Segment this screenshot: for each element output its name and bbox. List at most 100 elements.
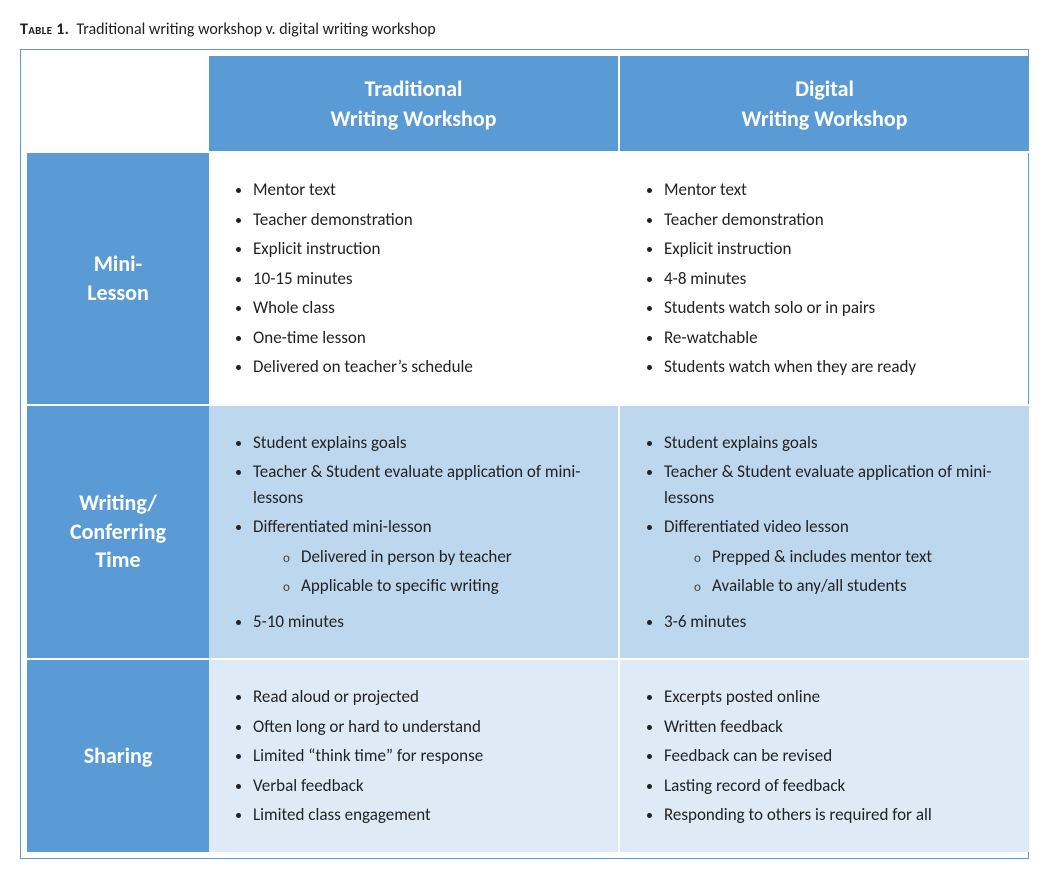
circle-bullet-icon: o [283, 549, 301, 569]
sub-list-item: oApplicable to specific writing [287, 571, 600, 601]
list-item-text: Student explains goals [664, 432, 818, 453]
list-item: Teacher & Student evaluate application o… [253, 457, 600, 512]
row-header-line: Writing/ [79, 489, 157, 516]
list-item-text: Teacher demonstration [664, 209, 824, 230]
col-header-line: Traditional [365, 75, 463, 102]
sub-list-item: oDelivered in person by teacher [287, 542, 600, 572]
row-header: Writing/ConferringTime [27, 405, 209, 660]
list-item: Teacher demonstration [253, 205, 600, 235]
list-item-text: Explicit instruction [253, 238, 380, 259]
list-item-text: Mentor text [253, 179, 336, 200]
list-item-text: Mentor text [664, 179, 747, 200]
list-item-text: Responding to others is required for all [664, 804, 932, 825]
table-label: Table 1. [20, 20, 69, 39]
cell-traditional: Read aloud or projected Often long or har… [209, 659, 619, 852]
list-item: Mentor text [253, 175, 600, 205]
list-item: Limited “think time” for response [253, 741, 600, 771]
cell-traditional: Student explains goalsTeacher & Student … [209, 405, 619, 660]
sub-list-item-text: Available to any/all students [712, 575, 907, 596]
list-item-text: Students watch solo or in pairs [664, 297, 875, 318]
bullet-list: Mentor text Teacher demonstration Explicit… [630, 175, 1011, 382]
list-item-text: Verbal feedback [253, 775, 364, 796]
list-item: Lasting record of feedback [664, 771, 1011, 801]
list-item-text: Whole class [253, 297, 335, 318]
list-item: Limited class engagement [253, 800, 600, 830]
row-header-line: Lesson [87, 279, 149, 306]
list-item-text: Teacher & Student evaluate application o… [664, 461, 991, 508]
cell-digital: Excerpts posted online Written feedback Fe… [619, 659, 1029, 852]
sub-list-item-text: Prepped & includes mentor text [712, 546, 932, 567]
bullet-list: Student explains goalsTeacher & Student … [219, 428, 600, 637]
list-item-text: 4-8 minutes [664, 268, 746, 289]
comparison-table: Traditional Writing Workshop Digital Wri… [27, 56, 1029, 852]
list-item: Students watch solo or in pairs [664, 293, 1011, 323]
list-item-text: Read aloud or projected [253, 686, 419, 707]
list-item: Explicit instruction [253, 234, 600, 264]
col-header-line: Writing Workshop [742, 105, 908, 132]
table-header-row: Traditional Writing Workshop Digital Wri… [27, 56, 1029, 152]
list-item-text: Differentiated mini-lesson [253, 516, 432, 537]
list-item: Written feedback [664, 712, 1011, 742]
circle-bullet-icon: o [283, 578, 301, 598]
circle-bullet-icon: o [694, 549, 712, 569]
row-header-line: Mini- [94, 250, 143, 277]
list-item: Delivered on teacher’s schedule [253, 352, 600, 382]
list-item-text: One-time lesson [253, 327, 366, 348]
list-item-text: Differentiated video lesson [664, 516, 849, 537]
col-header-digital: Digital Writing Workshop [619, 56, 1029, 152]
table-caption-text: Traditional writing workshop v. digital … [76, 20, 435, 39]
list-item-text: Written feedback [664, 716, 783, 737]
row-header-line: Time [95, 546, 140, 573]
list-item-text: Feedback can be revised [664, 745, 832, 766]
list-item-text: Explicit instruction [664, 238, 791, 259]
list-item: 5-10 minutes [253, 607, 600, 637]
bullet-list: Mentor text Teacher demonstration Explicit… [219, 175, 600, 382]
list-item: Excerpts posted online [664, 682, 1011, 712]
col-header-traditional: Traditional Writing Workshop [209, 56, 619, 152]
list-item: Explicit instruction [664, 234, 1011, 264]
sub-list-item-text: Delivered in person by teacher [301, 546, 512, 567]
list-item: Student explains goals [664, 428, 1011, 458]
col-header-line: Writing Workshop [331, 105, 497, 132]
list-item-text: 5-10 minutes [253, 611, 344, 632]
sub-list-item-text: Applicable to specific writing [301, 575, 499, 596]
row-header-line: Conferring [70, 518, 166, 545]
table-frame: Traditional Writing Workshop Digital Wri… [20, 49, 1029, 859]
list-item-text: Often long or hard to understand [253, 716, 481, 737]
list-item: 4-8 minutes [664, 264, 1011, 294]
list-item-text: 3-6 minutes [664, 611, 746, 632]
list-item: Responding to others is required for all [664, 800, 1011, 830]
list-item: Read aloud or projected [253, 682, 600, 712]
sub-list-item: oAvailable to any/all students [698, 571, 1011, 601]
list-item: Re-watchable [664, 323, 1011, 353]
table-row: Sharing Read aloud or projected Often long… [27, 659, 1029, 852]
list-item: One-time lesson [253, 323, 600, 353]
sub-list-item: oPrepped & includes mentor text [698, 542, 1011, 572]
cell-traditional: Mentor text Teacher demonstration Explicit… [209, 152, 619, 405]
row-header-line: Sharing [84, 742, 153, 769]
list-item: Students watch when they are ready [664, 352, 1011, 382]
list-item-text: Limited “think time” for response [253, 745, 483, 766]
table-row: Writing/ConferringTime Student explains g… [27, 405, 1029, 660]
list-item: Teacher demonstration [664, 205, 1011, 235]
list-item-text: Delivered on teacher’s schedule [253, 356, 473, 377]
bullet-list: Excerpts posted online Written feedback Fe… [630, 682, 1011, 830]
table-caption: Table 1. Traditional writing workshop v.… [20, 20, 1029, 39]
list-item: Mentor text [664, 175, 1011, 205]
list-item-text: 10-15 minutes [253, 268, 352, 289]
corner-cell [27, 56, 209, 152]
list-item: Differentiated mini-lesson oDelivered in … [253, 512, 600, 607]
col-header-line: Digital [795, 75, 854, 102]
list-item: 3-6 minutes [664, 607, 1011, 637]
sub-list: oDelivered in person by teacheroApplicab… [253, 542, 600, 601]
cell-digital: Mentor text Teacher demonstration Explicit… [619, 152, 1029, 405]
list-item: Whole class [253, 293, 600, 323]
bullet-list: Student explains goals Teacher & Student … [630, 428, 1011, 637]
list-item-text: Lasting record of feedback [664, 775, 845, 796]
list-item: 10-15 minutes [253, 264, 600, 294]
list-item: Often long or hard to understand [253, 712, 600, 742]
list-item: Student explains goals [253, 428, 600, 458]
row-header: Mini-Lesson [27, 152, 209, 405]
list-item-text: Teacher & Student evaluate application o… [253, 461, 580, 508]
list-item: Feedback can be revised [664, 741, 1011, 771]
